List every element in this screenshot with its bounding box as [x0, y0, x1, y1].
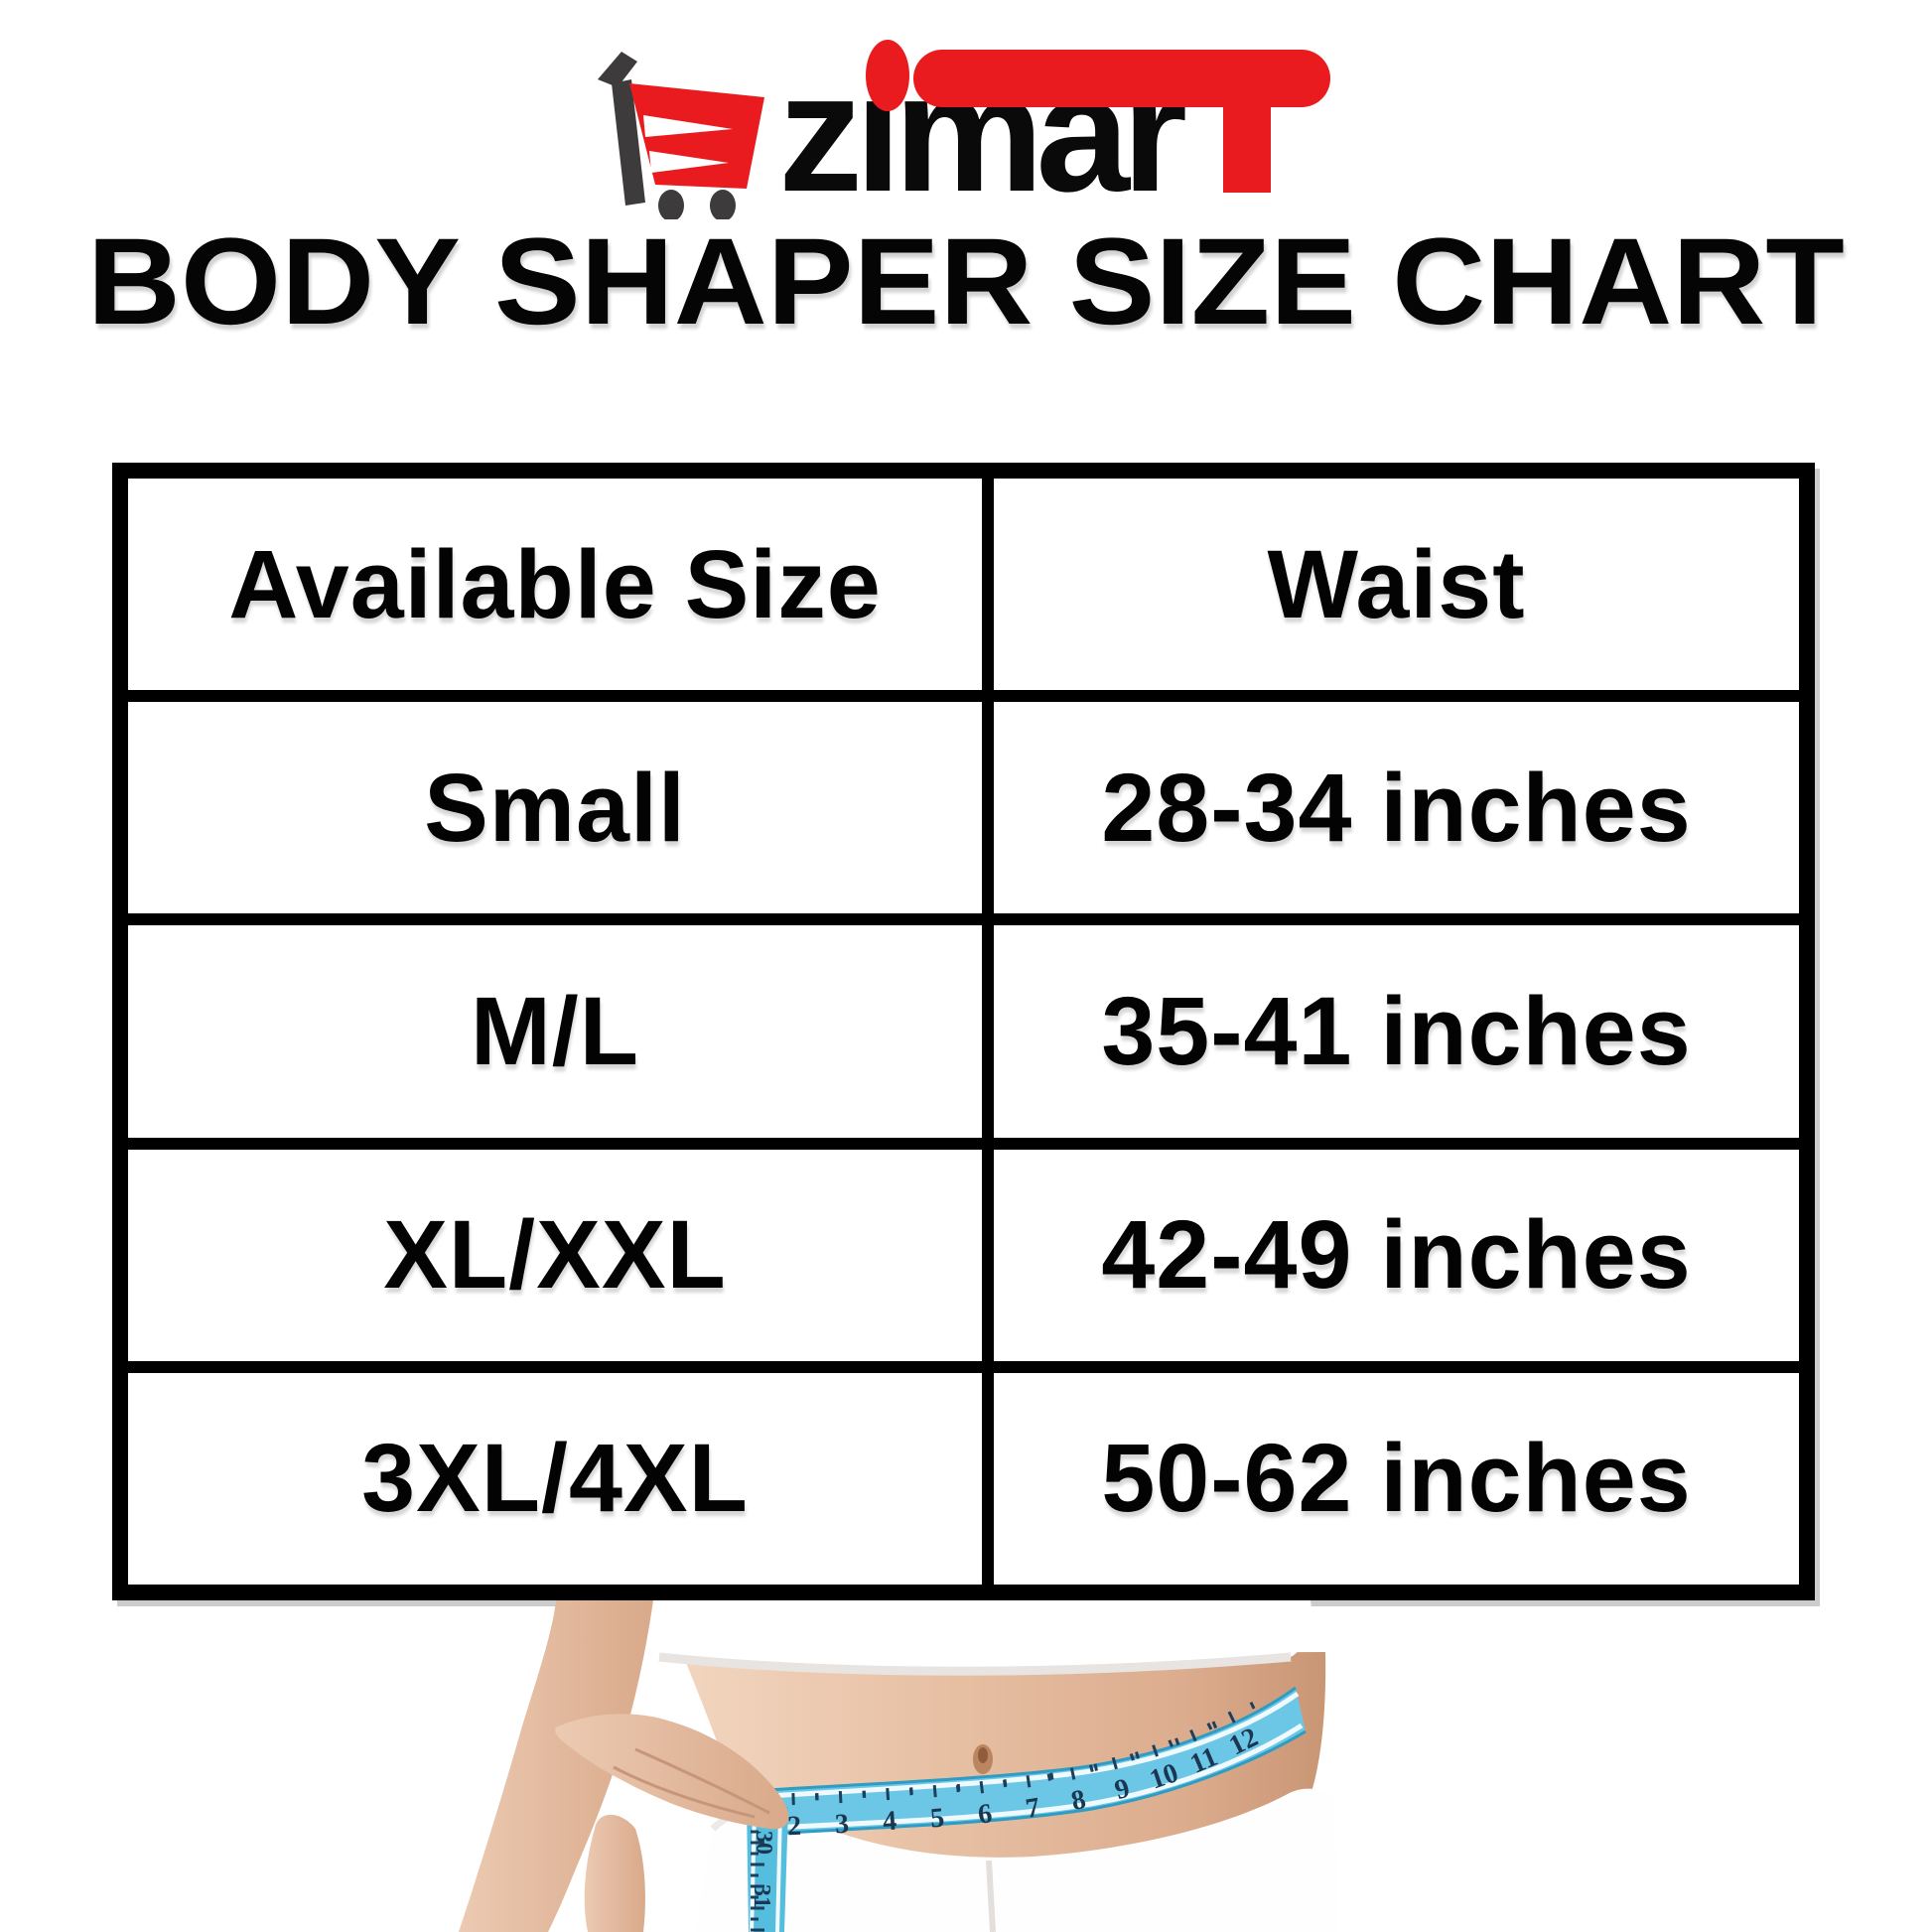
brand-letter-t-graphic — [913, 50, 1330, 193]
size-chart-table: Available Size Waist Small 28-34 inches … — [112, 463, 1815, 1600]
svg-text:8: 8 — [1068, 1784, 1088, 1817]
navel — [973, 1744, 993, 1774]
hand — [555, 1714, 789, 1932]
svg-text:4: 4 — [882, 1806, 897, 1838]
tape-number-vertical: 30 — [751, 1831, 776, 1855]
page-title: BODY SHAPER SIZE CHART — [0, 220, 1932, 344]
page-title-text: BODY SHAPER SIZE CHART — [87, 213, 1845, 350]
measuring-tape-vertical: 30 31 — [747, 1804, 788, 1932]
svg-text:5: 5 — [929, 1802, 946, 1834]
i-dot-graphic — [866, 40, 909, 111]
crop-top — [621, 1600, 1312, 1676]
tape-number-vertical: 31 — [749, 1884, 774, 1908]
waist-cell-ml: 35-41 inches — [994, 925, 1799, 1138]
brand-logo: zimar — [598, 39, 1330, 219]
shopping-cart-icon — [598, 52, 764, 219]
size-cell-ml: M/L — [128, 925, 982, 1138]
svg-text:2: 2 — [787, 1811, 802, 1842]
size-cell-small: Small — [128, 702, 982, 914]
tape-number: 7 — [1002, 1772, 1054, 1825]
size-cell-xlxxl: XL/XXL — [128, 1149, 982, 1361]
column-header-size: Available Size — [128, 479, 982, 691]
arm — [459, 1600, 653, 1932]
waist-cell-3xl4xl: 50-62 inches — [994, 1372, 1799, 1585]
waist-measurement-photo: 2 3 4 5 6 7 8 — [459, 1600, 1338, 1932]
size-cell-3xl4xl: 3XL/4XL — [128, 1372, 982, 1585]
tape-number: 8 — [1046, 1763, 1098, 1817]
waist-cell-small: 28-34 inches — [994, 702, 1799, 914]
waist-cell-xlxxl: 42-49 inches — [994, 1149, 1799, 1361]
svg-text:3: 3 — [834, 1809, 850, 1841]
svg-text:7: 7 — [1024, 1792, 1042, 1825]
svg-text:6: 6 — [976, 1798, 994, 1830]
column-header-waist: Waist — [994, 479, 1799, 691]
